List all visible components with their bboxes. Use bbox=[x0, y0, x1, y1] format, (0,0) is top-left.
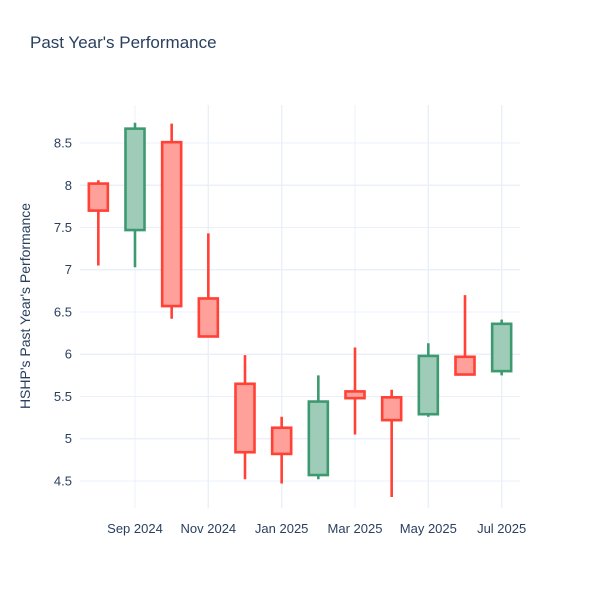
candlestick[interactable] bbox=[307, 375, 330, 480]
svg-text:6: 6 bbox=[65, 347, 72, 362]
candlestick[interactable] bbox=[454, 295, 476, 376]
y-tick-labels: 4.5 5 5.5 6 6.5 7 7.5 8 8.5 bbox=[54, 136, 72, 489]
svg-text:8.5: 8.5 bbox=[54, 136, 72, 151]
svg-text:7: 7 bbox=[65, 262, 72, 277]
svg-text:8: 8 bbox=[65, 178, 72, 193]
candlestick[interactable] bbox=[380, 389, 403, 498]
svg-text:Sep 2024: Sep 2024 bbox=[107, 521, 163, 536]
candlestick[interactable] bbox=[197, 233, 220, 338]
svg-text:Nov 2024: Nov 2024 bbox=[181, 521, 237, 536]
chart-title: Past Year's Performance bbox=[30, 33, 217, 52]
svg-text:May 2025: May 2025 bbox=[400, 521, 457, 536]
svg-text:Mar 2025: Mar 2025 bbox=[328, 521, 383, 536]
candlestick[interactable] bbox=[270, 416, 293, 484]
svg-text:Jan 2025: Jan 2025 bbox=[255, 521, 309, 536]
x-tick-labels: Sep 2024 Nov 2024 Jan 2025 Mar 2025 May 2025… bbox=[107, 521, 526, 536]
svg-text:5.5: 5.5 bbox=[54, 389, 72, 404]
candlestick[interactable] bbox=[417, 343, 440, 417]
svg-text:7.5: 7.5 bbox=[54, 220, 72, 235]
svg-text:6.5: 6.5 bbox=[54, 304, 72, 319]
gridlines bbox=[80, 105, 520, 508]
candlestick[interactable] bbox=[490, 319, 513, 376]
y-axis-title: HSHP's Past Year's Performance bbox=[17, 202, 33, 410]
candlestick[interactable] bbox=[87, 180, 110, 266]
candlestick[interactable] bbox=[124, 122, 146, 268]
svg-text:5: 5 bbox=[65, 431, 72, 446]
candlestick[interactable] bbox=[344, 347, 366, 435]
svg-text:Jul 2025: Jul 2025 bbox=[477, 521, 526, 536]
svg-text:4.5: 4.5 bbox=[54, 473, 72, 488]
candlestick-series[interactable] bbox=[87, 122, 513, 498]
candlestick[interactable] bbox=[234, 355, 256, 480]
candlestick[interactable] bbox=[160, 123, 183, 319]
